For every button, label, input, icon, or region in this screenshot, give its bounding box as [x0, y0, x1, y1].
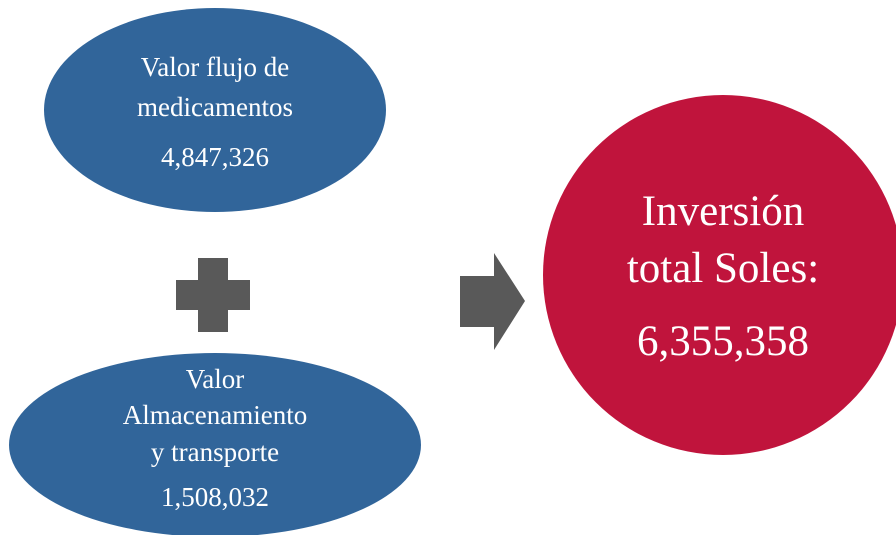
result-circle: [543, 95, 896, 455]
result-label: Inversión: [642, 188, 804, 235]
node-ellipse: [44, 8, 386, 212]
node-label: Almacenamiento: [123, 400, 307, 430]
plus-sign: [176, 258, 250, 332]
node-label: Valor: [186, 364, 244, 394]
arrow: [460, 253, 525, 350]
result-label: total Soles:: [627, 245, 819, 292]
node-label: Valor flujo de: [141, 52, 289, 82]
node-ellipse: [9, 353, 421, 535]
node-label: medicamentos: [137, 92, 293, 122]
result-value: 6,355,358: [637, 318, 809, 365]
node-label: y transporte: [151, 437, 279, 467]
node-value: 1,508,032: [161, 482, 269, 512]
node-value: 4,847,326: [161, 142, 269, 172]
